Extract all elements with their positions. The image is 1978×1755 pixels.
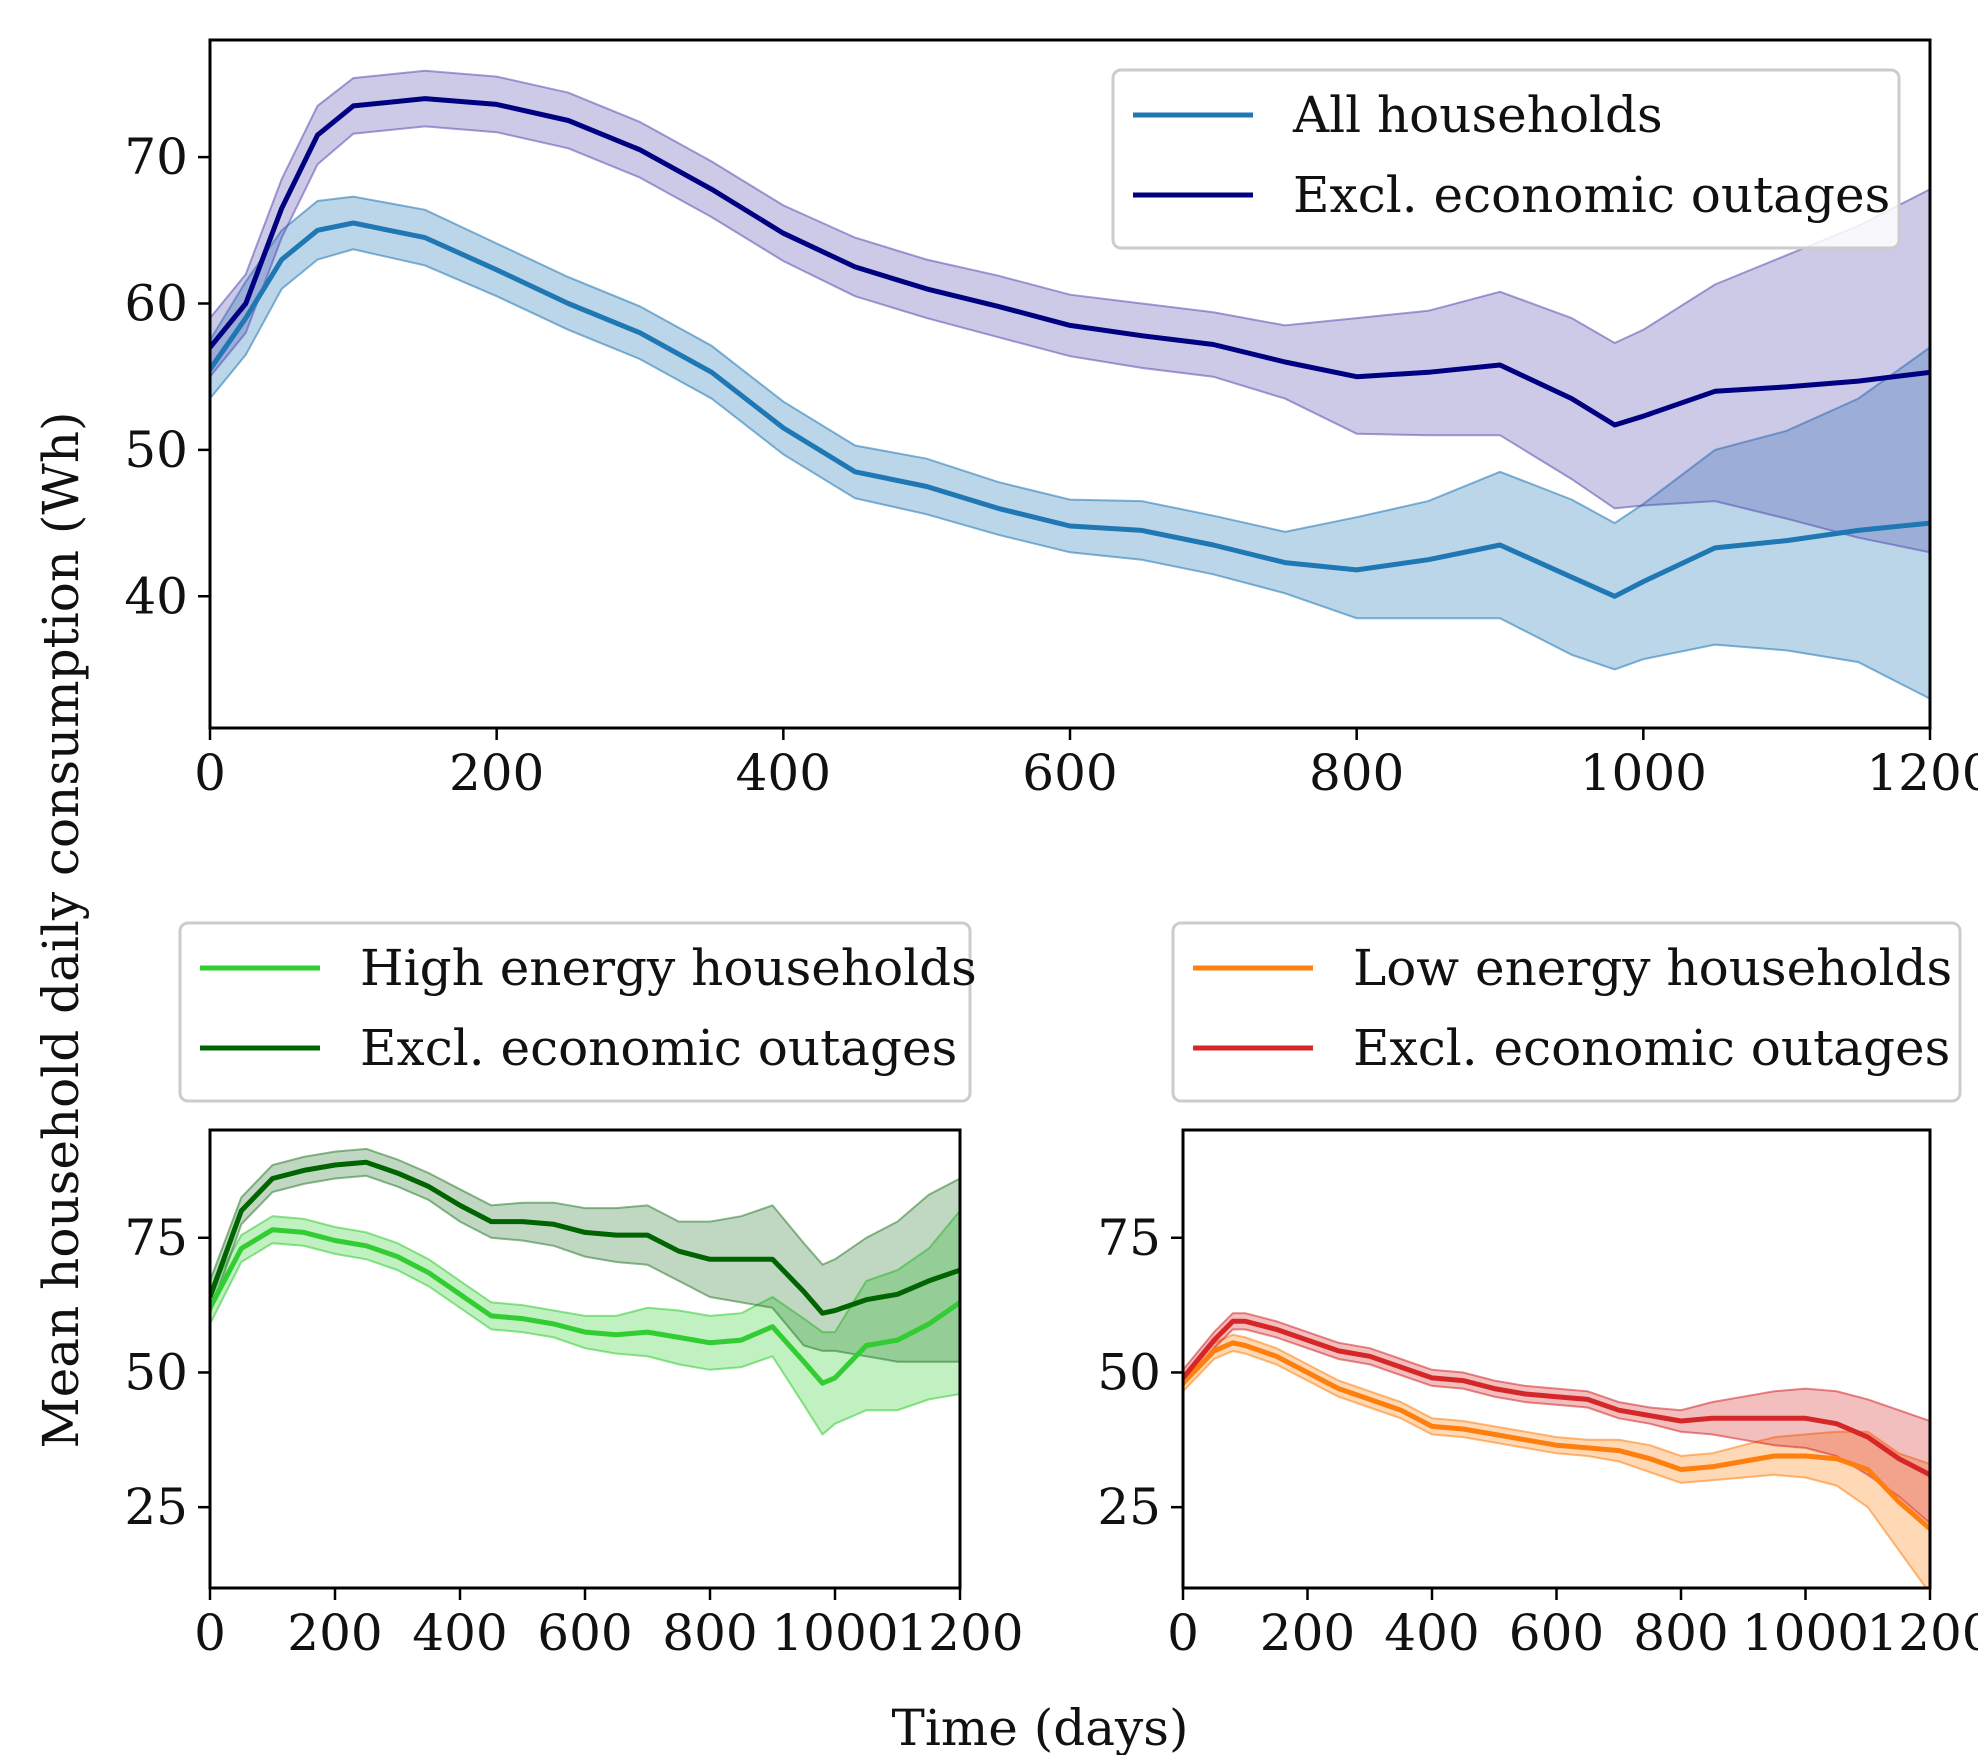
- legend-box: [178, 921, 972, 1103]
- y-tick-label: 25: [1097, 1478, 1161, 1536]
- legend-box: [1171, 921, 1962, 1103]
- legend-box: [1111, 68, 1901, 250]
- series-line-1: [1183, 1340, 1930, 1531]
- confidence-band-2: [210, 1147, 960, 1363]
- plot-area: [1183, 1312, 1930, 1588]
- y-tick-label: 50: [124, 1343, 188, 1401]
- legend-label: Excl. economic outages: [360, 1019, 957, 1077]
- x-tick-label: 200: [287, 1604, 382, 1662]
- x-tick-label: 200: [449, 744, 544, 802]
- x-tick-label: 1200: [896, 1604, 1023, 1662]
- legend-label: High energy households: [360, 939, 977, 997]
- x-tick-label: 400: [412, 1604, 507, 1662]
- x-tick-label: 200: [1260, 1604, 1355, 1662]
- chart-panel-top: 0 200 400 600 800 1000 1200 40 50 60 70 All househo…: [124, 38, 1978, 802]
- confidence-band-1: [210, 195, 1930, 700]
- confidence-band-2: [210, 69, 1930, 554]
- x-tick-label: 0: [1167, 1604, 1199, 1662]
- confidence-band-1: [210, 1209, 960, 1436]
- y-tick-label: 70: [124, 128, 188, 186]
- y-tick-label: 40: [124, 567, 188, 625]
- plot-area: [210, 69, 1930, 700]
- y-tick-label: 50: [1097, 1343, 1161, 1401]
- x-tick-label: 1000: [1742, 1604, 1869, 1662]
- x-tick-label: 0: [194, 1604, 226, 1662]
- x-tick-label: 1200: [1866, 1604, 1978, 1662]
- x-tick-label: 1200: [1866, 744, 1978, 802]
- x-tick-label: 600: [1509, 1604, 1604, 1662]
- legend-label: Excl. economic outages: [1293, 166, 1890, 224]
- x-tick-label: 800: [1633, 1604, 1728, 1662]
- confidence-band-1: [1183, 1333, 1930, 1588]
- y-tick-label: 50: [124, 421, 188, 479]
- x-tick-label: 600: [537, 1604, 632, 1662]
- y-axis-label: Mean household daily consumption (Wh): [32, 411, 90, 1448]
- x-tick-label: 1000: [771, 1604, 898, 1662]
- x-tick-label: 400: [1384, 1604, 1479, 1662]
- y-tick-label: 60: [124, 274, 188, 332]
- legend-label: Excl. economic outages: [1353, 1019, 1950, 1077]
- series-line-2: [210, 96, 1930, 428]
- x-axis-label: Time (days): [892, 1699, 1189, 1755]
- legend-label: Low energy households: [1353, 939, 1952, 997]
- series-line-2: [210, 1159, 960, 1316]
- plot-area: [210, 1147, 960, 1436]
- x-tick-label: 800: [662, 1604, 757, 1662]
- x-tick-label: 1000: [1580, 744, 1707, 802]
- legend: High energy households Excl. economic out…: [178, 921, 977, 1103]
- x-tick-label: 600: [1022, 744, 1117, 802]
- x-tick-label: 400: [736, 744, 831, 802]
- x-tick-label: 800: [1309, 744, 1404, 802]
- y-tick-label: 75: [124, 1209, 188, 1267]
- series-line-1: [210, 220, 1930, 599]
- series-line-2: [1183, 1318, 1930, 1478]
- legend-label: All households: [1292, 86, 1663, 144]
- series-line-1: [210, 1227, 960, 1386]
- legend: All households Excl. economic outages: [1111, 68, 1901, 250]
- legend: Low energy households Excl. economic outa…: [1171, 921, 1962, 1103]
- y-tick-label: 75: [1097, 1209, 1161, 1267]
- y-tick-label: 25: [124, 1478, 188, 1536]
- x-tick-label: 0: [194, 744, 226, 802]
